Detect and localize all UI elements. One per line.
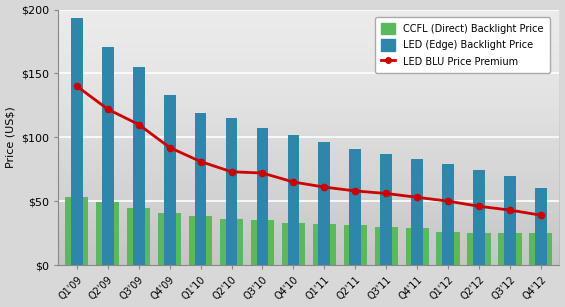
Bar [133, 67, 145, 265]
Bar [65, 197, 89, 265]
Bar [288, 135, 299, 265]
Bar [312, 224, 336, 265]
Bar [535, 188, 547, 265]
Bar [467, 233, 490, 265]
Bar [498, 233, 521, 265]
Bar [411, 159, 423, 265]
Bar [504, 176, 516, 265]
Legend: CCFL (Direct) Backlight Price, LED (Edge) Backlight Price, LED BLU Price Premium: CCFL (Direct) Backlight Price, LED (Edge… [375, 17, 550, 73]
Bar [102, 47, 114, 265]
Bar [164, 95, 176, 265]
Bar [375, 227, 398, 265]
Bar [96, 202, 119, 265]
Bar [437, 232, 460, 265]
Bar [282, 223, 305, 265]
Bar [529, 233, 553, 265]
Bar [220, 219, 243, 265]
Bar [344, 225, 367, 265]
Bar [158, 213, 181, 265]
Bar [127, 208, 150, 265]
Y-axis label: Price (US$): Price (US$) [6, 107, 16, 168]
Bar [257, 128, 268, 265]
Bar [349, 149, 361, 265]
Bar [251, 220, 274, 265]
Bar [442, 164, 454, 265]
Bar [473, 170, 485, 265]
Bar [71, 18, 82, 265]
Bar [189, 216, 212, 265]
Bar [380, 154, 392, 265]
Bar [406, 228, 429, 265]
Bar [225, 118, 237, 265]
Bar [319, 142, 330, 265]
Bar [195, 113, 206, 265]
